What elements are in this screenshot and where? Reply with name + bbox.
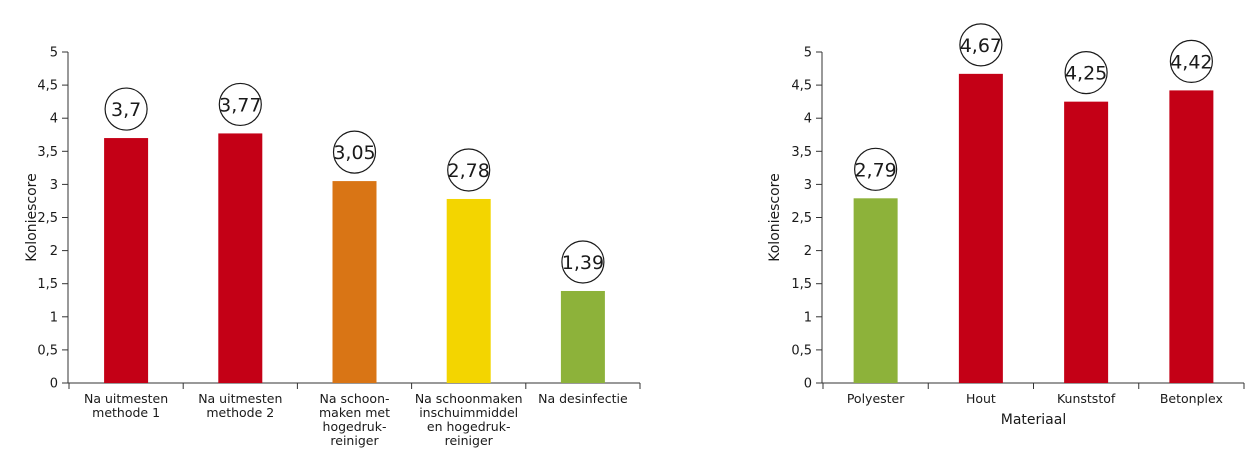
category-label: methode 2 [206,405,274,420]
y-tick-label: 3 [804,178,812,193]
bar [104,138,149,383]
value-bubble [959,23,1003,67]
y-tick-label: 4,5 [37,79,58,94]
y-tick-label: 0 [804,377,812,392]
bar-value-label: 4,42 [1170,51,1212,73]
value-bubble [332,130,377,174]
bar-value-label: 2,78 [448,160,490,182]
bar-value-label: 4,25 [1065,63,1107,85]
value-bubble [561,240,605,284]
y-tick-label: 2 [804,244,812,259]
value-bubble [218,82,262,127]
bar [1064,101,1109,384]
bar [218,133,263,383]
category-label: Hout [966,391,996,406]
category-label: methode 1 [92,405,160,420]
category-label: Betonplex [1160,391,1223,406]
category-label: Na desinfectie [538,391,628,406]
value-bubble [1064,51,1108,95]
y-tick-label: 0,5 [791,343,812,358]
y-tick-label: 0 [50,377,58,392]
bar [1169,90,1214,384]
value-bubble [854,147,898,191]
category-label: Na uitmesten [84,391,168,406]
y-tick-label: 5 [804,46,812,61]
bar-value-label: 3,77 [219,94,261,116]
y-tick-label: 1 [50,310,58,325]
y-axis-title: Koloniescore [24,173,40,262]
category-label: inschuimmiddel [419,405,518,420]
y-tick-label: 2 [50,244,58,259]
chart2: 0 0,5 1 1,5 2 2,5 3 3,5 4 4,5 5 Koloniescore 2,79 Pol… [767,23,1245,428]
y-tick-label: 2,5 [37,211,58,226]
y-tick-label: 3,5 [791,145,812,160]
category-label: en hogedruk- [427,419,511,434]
bar [332,181,377,383]
y-tick-label: 1,5 [791,277,812,292]
bar [853,198,898,383]
y-tick-label: 4 [804,112,812,127]
y-tick-label: 5 [50,46,58,61]
value-bubble [104,87,148,131]
bar-value-label: 1,39 [562,252,604,274]
y-tick-label: 3,5 [37,145,58,160]
category-label: Na schoon- [319,391,389,406]
chart1: 0 0,5 1 1,5 2 2,5 3 3,5 4 4,5 5 Koloniescore 3,7 Na u… [24,46,641,448]
bar [446,198,491,383]
category-label: Na schoonmaken [415,391,523,406]
y-tick-label: 1,5 [37,277,58,292]
x-axis-title: Materiaal [1001,412,1066,428]
category-label: reiniger [330,433,379,448]
category-label: Kunststof [1057,391,1116,406]
category-label: Na uitmesten [198,391,282,406]
y-tick-label: 2,5 [791,211,812,226]
category-label: hogedruk- [323,419,387,434]
y-tick-label: 3 [50,178,58,193]
y-tick-label: 1 [804,310,812,325]
bar-value-label: 3,05 [333,142,375,164]
y-tick-label: 4,5 [791,79,812,94]
bar [560,290,605,383]
y-tick-label: 0,5 [37,343,58,358]
bar [958,73,1003,383]
value-bubble [1169,39,1213,83]
category-label: reiniger [445,433,494,448]
y-tick-label: 4 [50,112,58,127]
bar-value-label: 2,79 [854,159,896,181]
category-label: maken met [319,405,390,420]
y-axis-title: Koloniescore [767,173,783,262]
bar-value-label: 4,67 [960,35,1002,57]
category-label: Polyester [847,391,905,406]
value-bubble [447,148,491,192]
bar-value-label: 3,7 [111,99,141,121]
